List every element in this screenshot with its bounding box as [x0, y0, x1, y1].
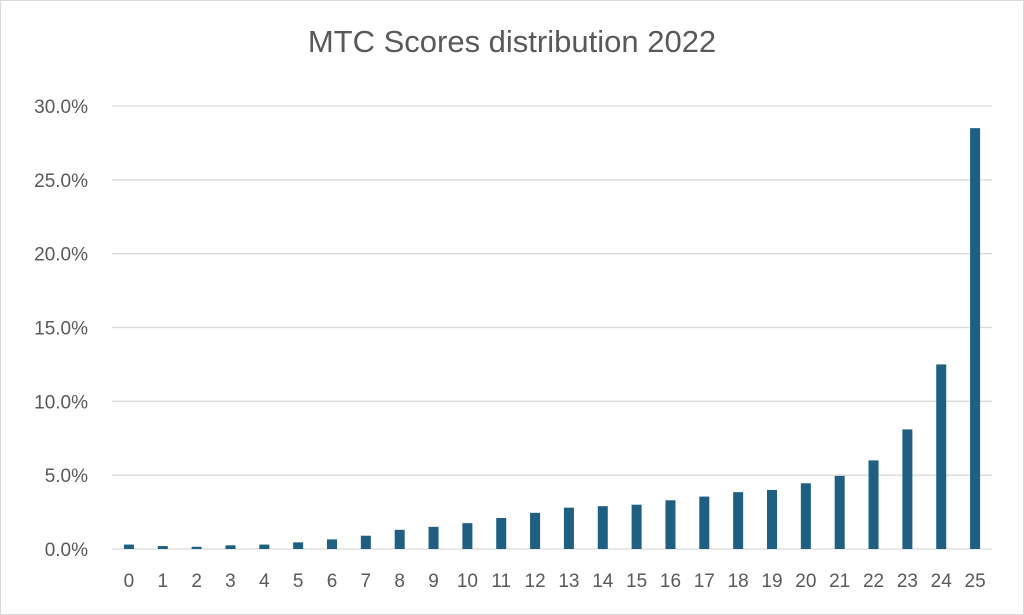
x-tick-label: 2	[191, 571, 202, 592]
x-tick-label: 7	[361, 571, 372, 592]
y-tick-label: 10.0%	[34, 392, 88, 413]
bar-17	[699, 496, 710, 549]
bar-8	[394, 529, 405, 549]
bar-6	[327, 539, 337, 549]
x-tick-label: 4	[259, 571, 270, 592]
x-tick-label: 14	[592, 571, 614, 592]
y-tick-label: 15.0%	[34, 319, 88, 340]
y-axis-ticks: 0.0% 5.0% 10.0% 15.0% 20.0% 25.0% 30.0%	[34, 97, 88, 561]
x-tick-label: 16	[660, 571, 681, 592]
bar-21	[834, 475, 845, 549]
bar-24	[936, 364, 947, 549]
bar-22	[868, 460, 879, 549]
x-axis-ticks: 0 1 2 3 4 5 6 7 8 9 10 11 12 13 14 15 16 17 18 19 20 21 22 23 24…	[124, 571, 986, 592]
x-tick-label: 19	[761, 571, 782, 592]
bar-11	[496, 517, 507, 549]
x-tick-label: 0	[124, 571, 135, 592]
bar-20	[800, 483, 811, 549]
bar-19	[767, 489, 777, 549]
gridlines	[112, 105, 992, 550]
x-tick-label: 15	[626, 571, 647, 592]
y-tick-label: 30.0%	[34, 97, 88, 118]
bar-16	[665, 500, 676, 549]
bar-13	[563, 507, 574, 549]
y-tick-label: 5.0%	[45, 466, 88, 487]
bar-5	[293, 542, 304, 549]
x-tick-label: 24	[931, 571, 953, 592]
x-tick-label: 6	[327, 571, 338, 592]
y-tick-label: 0.0%	[45, 540, 88, 561]
bar-23	[902, 429, 913, 549]
x-tick-label: 12	[525, 571, 546, 592]
bar-4	[259, 544, 270, 549]
y-tick-label: 20.0%	[34, 245, 88, 266]
bar-3	[225, 545, 236, 549]
x-tick-label: 20	[795, 571, 816, 592]
bar-7	[360, 535, 371, 549]
x-tick-label: 9	[428, 571, 439, 592]
x-tick-label: 11	[491, 571, 511, 592]
x-tick-label: 21	[829, 571, 850, 592]
bar-0	[123, 544, 134, 549]
x-tick-label: 17	[694, 571, 715, 592]
bar-15	[631, 504, 642, 549]
chart-title: MTC Scores distribution 2022	[307, 24, 717, 59]
bar-25	[970, 128, 981, 549]
bar-14	[597, 506, 608, 549]
x-tick-label: 13	[558, 571, 579, 592]
bar-9	[428, 526, 439, 549]
y-tick-label: 25.0%	[34, 171, 88, 192]
x-tick-label: 10	[457, 571, 478, 592]
x-tick-label: 25	[965, 571, 986, 592]
bar-18	[733, 492, 744, 549]
x-tick-label: 23	[897, 571, 918, 592]
x-tick-label: 8	[394, 571, 405, 592]
bar-series	[123, 128, 981, 549]
x-tick-label: 5	[293, 571, 304, 592]
bar-12	[530, 512, 541, 549]
bar-1	[157, 546, 168, 549]
bar-2	[191, 546, 202, 549]
bar-10	[462, 523, 473, 549]
x-tick-label: 18	[728, 571, 749, 592]
x-tick-label: 3	[225, 571, 236, 592]
x-tick-label: 1	[157, 571, 168, 592]
x-tick-label: 22	[863, 571, 884, 592]
